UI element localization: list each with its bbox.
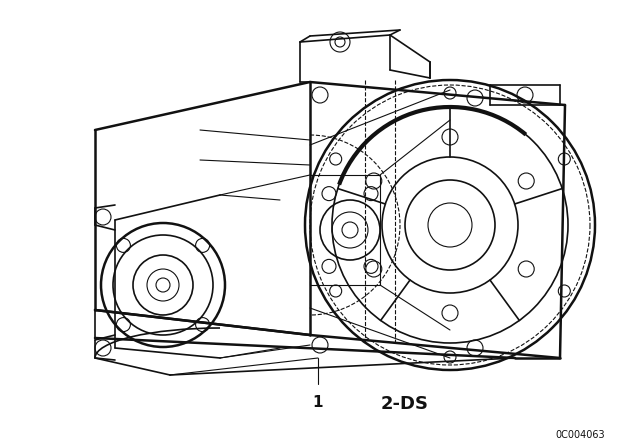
Text: 2-DS: 2-DS: [381, 395, 429, 413]
Text: 0C004063: 0C004063: [555, 430, 605, 440]
Text: 1: 1: [313, 395, 323, 410]
